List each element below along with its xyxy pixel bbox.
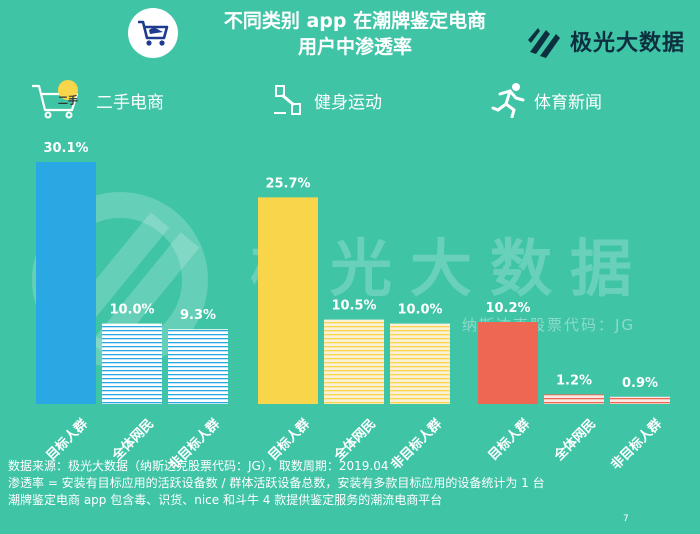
category-sports-news: 体育新闻 [490, 80, 602, 120]
footer-notes: 数据来源：极光大数据（纳斯达克股票代码：JG），取数周期：2019.04 渗透率… [8, 458, 688, 509]
title-line-1: 不同类别 app 在潮牌鉴定电商 [223, 10, 487, 32]
shopping-cart-icon [32, 80, 79, 119]
data-label: 10.5% [331, 299, 376, 314]
title-line-2: 用户中渗透率 [297, 36, 412, 58]
bar [544, 394, 604, 404]
bar [102, 323, 162, 404]
bar [324, 319, 384, 404]
aurora-logo-icon [528, 28, 560, 58]
page-title: 不同类别 app 在潮牌鉴定电商 用户中渗透率 [190, 8, 520, 60]
data-label: 1.2% [556, 373, 592, 388]
category-label: 健身运动 [314, 92, 382, 113]
runner-icon [491, 83, 525, 118]
footer-scope: 潮牌鉴定电商 app 包含毒、识货、nice 和斗牛 4 款提供鉴定服务的潮流电… [8, 493, 443, 507]
page-number: 7 [623, 514, 629, 524]
data-label: 10.0% [397, 303, 442, 318]
bar [36, 162, 96, 404]
dumbbell-icon [274, 85, 301, 115]
data-label: 10.2% [485, 301, 530, 316]
bar [610, 396, 670, 404]
category-second-hand: 二手 二手电商 [30, 80, 164, 120]
logo-text: 极光大数据 [570, 31, 686, 56]
category-tick-label: 目标人群 [485, 416, 533, 464]
brand-logo: 极光大数据 [524, 22, 696, 62]
bar [258, 197, 318, 404]
data-label: 0.9% [622, 376, 658, 391]
data-label: 30.1% [43, 141, 88, 156]
category-label: 二手电商 [96, 92, 164, 113]
second-hand-badge-text: 二手 [58, 96, 78, 107]
data-label: 9.3% [180, 308, 216, 323]
data-label: 10.0% [109, 303, 154, 318]
data-label: 25.7% [265, 176, 310, 191]
category-tick-label: 目标人群 [265, 416, 313, 464]
category-fitness: 健身运动 [272, 80, 382, 120]
footer-source: 数据来源：极光大数据（纳斯达克股票代码：JG），取数周期：2019.04 [8, 459, 389, 473]
category-tick-label: 目标人群 [43, 416, 91, 464]
bar [478, 321, 538, 404]
bar [168, 329, 228, 404]
bar [390, 323, 450, 404]
category-label: 体育新闻 [534, 92, 602, 113]
footer-definition: 渗透率 = 安装有目标应用的活跃设备数 / 群体活跃设备总数，安装有多款目标应用… [8, 476, 545, 490]
cart-badge-icon [128, 8, 178, 58]
